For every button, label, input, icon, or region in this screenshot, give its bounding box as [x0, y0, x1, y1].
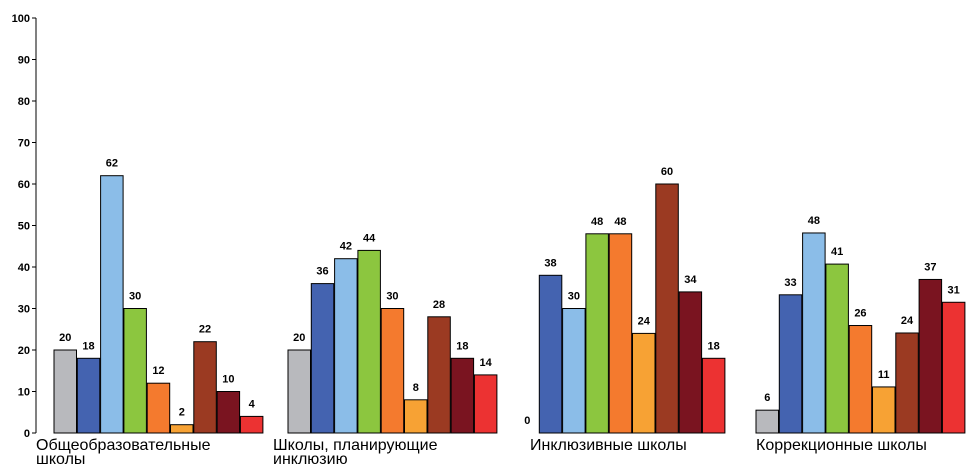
bar [334, 258, 358, 434]
y-tick-label: 50 [18, 221, 30, 233]
bar [380, 308, 405, 434]
bar [193, 341, 217, 434]
y-tick-label: 70 [18, 138, 30, 150]
data-label: 38 [544, 257, 556, 269]
data-label: 10 [222, 374, 234, 386]
bar [755, 409, 779, 434]
bar [100, 175, 124, 434]
bar [848, 325, 873, 434]
y-tick-label: 80 [18, 96, 30, 108]
data-label: 34 [684, 274, 697, 286]
category-label: Инклюзивные школы [530, 437, 687, 454]
bar [310, 283, 335, 434]
bars [53, 175, 966, 434]
bar [76, 357, 101, 434]
value-labels: 2018623012222104203642443082818140383048… [59, 158, 960, 427]
data-label: 62 [106, 158, 118, 170]
data-label: 14 [480, 357, 493, 369]
y-tick-label: 60 [18, 179, 30, 191]
category-label: инклюзию [273, 451, 348, 468]
bar [146, 382, 171, 434]
bar [123, 308, 147, 434]
y-tick-label: 10 [18, 387, 30, 399]
category-label: Общеобразовательные [36, 437, 211, 454]
y-tick-label: 40 [18, 262, 30, 274]
bar [216, 391, 241, 434]
y-tick-label: 0 [24, 428, 30, 440]
bar [538, 274, 563, 434]
bar [802, 232, 826, 434]
bar [678, 291, 703, 434]
bar [404, 399, 428, 434]
data-label: 42 [340, 241, 352, 253]
bar [53, 349, 77, 434]
data-label: 30 [129, 291, 141, 303]
bar [170, 424, 194, 434]
data-label: 48 [808, 215, 820, 227]
data-label: 44 [363, 232, 376, 244]
data-label: 28 [433, 299, 445, 311]
data-label: 11 [878, 369, 890, 381]
bar [872, 386, 896, 434]
data-label: 30 [386, 291, 398, 303]
bar [632, 332, 656, 434]
data-label: 2 [179, 407, 185, 419]
data-label: 31 [948, 284, 960, 296]
bar [239, 415, 264, 434]
bar [701, 357, 726, 434]
data-label: 8 [413, 382, 419, 394]
y-tick-label: 20 [18, 345, 30, 357]
data-label: 18 [82, 340, 94, 352]
data-label: 26 [854, 308, 866, 320]
bar [941, 301, 966, 434]
bar [778, 294, 803, 434]
data-label: 37 [924, 261, 936, 273]
data-label: 36 [316, 266, 328, 278]
data-label: 48 [614, 216, 626, 228]
data-label: 30 [568, 291, 580, 303]
y-tick-label: 30 [18, 304, 30, 316]
y-axis: 0 10 20 30 40 50 60 70 80 90 100 [12, 13, 37, 440]
data-label: 41 [831, 246, 843, 258]
data-label: 22 [199, 324, 211, 336]
category-label: школы [36, 451, 85, 468]
data-label: 60 [661, 166, 673, 178]
data-label: 0 [524, 415, 530, 427]
data-label: 20 [293, 332, 305, 344]
data-label: 48 [591, 216, 603, 228]
data-label: 24 [638, 315, 651, 327]
data-label: 12 [152, 365, 164, 377]
bar [895, 332, 919, 434]
bar [562, 308, 586, 434]
bar [608, 233, 633, 434]
bar [287, 349, 311, 434]
bar [357, 249, 381, 434]
y-tick-label: 90 [18, 55, 30, 67]
bar [585, 233, 609, 434]
category-label: Школы, планирующие [273, 437, 438, 454]
y-tick-label: 100 [12, 13, 30, 25]
data-label: 18 [708, 340, 720, 352]
data-label: 18 [456, 340, 468, 352]
data-label: 24 [901, 315, 914, 327]
category-label: Коррекционные школы [756, 437, 927, 454]
bar [825, 263, 849, 434]
bar [427, 316, 451, 434]
bar [918, 278, 943, 434]
bar [655, 183, 679, 434]
data-label: 4 [249, 398, 256, 410]
bar [473, 374, 498, 434]
data-label: 33 [784, 277, 796, 289]
data-label: 6 [764, 392, 770, 404]
bar [450, 357, 475, 434]
data-label: 20 [59, 332, 71, 344]
